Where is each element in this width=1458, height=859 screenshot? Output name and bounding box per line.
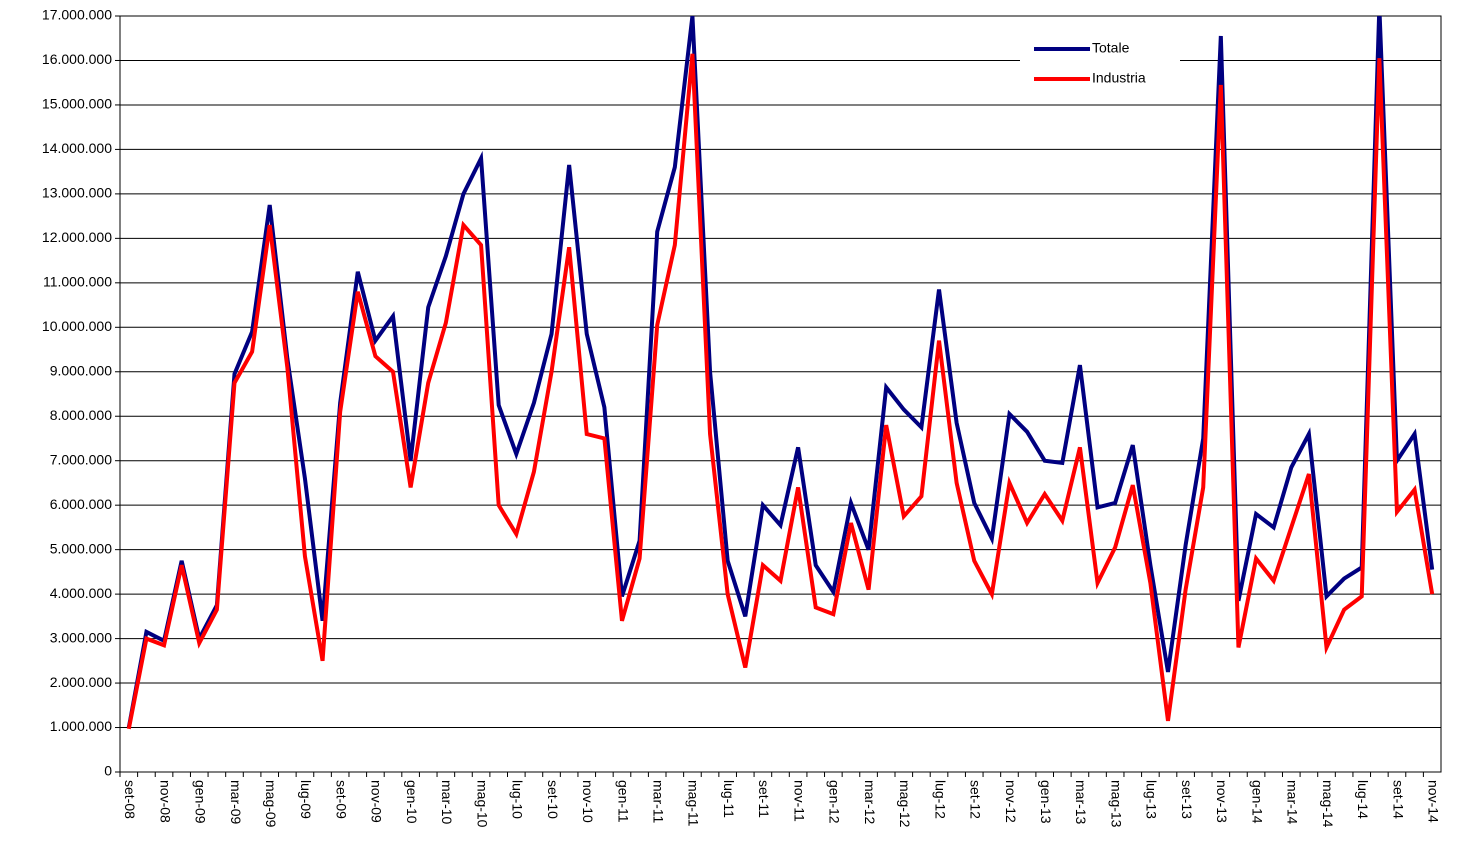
x-tick-label: nov-10 xyxy=(580,780,596,823)
x-tick-label: nov-11 xyxy=(791,780,807,822)
x-tick-label: set-13 xyxy=(1179,780,1195,819)
x-tick-label: gen-13 xyxy=(1038,780,1054,824)
legend-label: Totale xyxy=(1092,40,1130,56)
x-tick-label: lug-11 xyxy=(721,780,737,818)
x-tick-label: set-11 xyxy=(756,780,772,818)
x-tick-label: mar-12 xyxy=(862,780,878,825)
x-tick-label: nov-12 xyxy=(1003,780,1019,823)
y-tick-label: 11.000.000 xyxy=(43,274,112,290)
x-tick-label: nov-13 xyxy=(1214,780,1230,823)
x-tick-label: gen-09 xyxy=(193,780,209,824)
legend-box xyxy=(1020,31,1180,97)
x-tick-label: set-08 xyxy=(122,780,138,819)
plot-border xyxy=(119,15,1442,773)
y-tick-label: 14.000.000 xyxy=(42,140,112,156)
x-tick-label: nov-14 xyxy=(1425,780,1441,823)
x-tick-label: gen-11 xyxy=(615,780,631,823)
x-tick-label: gen-10 xyxy=(404,780,420,824)
y-tick-label: 8.000.000 xyxy=(50,407,112,423)
y-tick-label: 0 xyxy=(104,763,112,779)
x-tick-label: mar-10 xyxy=(439,780,455,825)
y-tick-label: 9.000.000 xyxy=(50,362,112,378)
x-tick-label: set-12 xyxy=(968,780,984,819)
x-tick-label: nov-09 xyxy=(369,780,385,823)
x-tick-label: mag-13 xyxy=(1108,780,1124,828)
x-tick-label: mar-09 xyxy=(228,780,244,825)
y-tick-label: 17.000.000 xyxy=(42,7,112,23)
x-tick-label: set-10 xyxy=(545,780,561,819)
series-line xyxy=(126,53,1435,730)
y-tick-label: 15.000.000 xyxy=(42,96,112,112)
x-tick-label: lug-10 xyxy=(510,780,526,819)
y-tick-label: 2.000.000 xyxy=(50,674,112,690)
x-tick-label: mar-13 xyxy=(1073,780,1089,825)
y-tick-label: 13.000.000 xyxy=(42,185,112,201)
y-tick-label: 3.000.000 xyxy=(50,629,112,645)
x-tick-label: mag-12 xyxy=(897,780,913,828)
y-tick-label: 1.000.000 xyxy=(50,718,112,734)
x-tick-label: lug-14 xyxy=(1355,780,1371,819)
x-tick-label: mar-11 xyxy=(651,780,667,824)
y-tick-label: 5.000.000 xyxy=(50,540,112,556)
series-group xyxy=(126,16,1435,730)
x-tick-label: mag-10 xyxy=(474,780,490,828)
x-tick-label: set-09 xyxy=(333,780,349,819)
x-tick-label: mag-09 xyxy=(263,780,279,828)
y-tick-label: 6.000.000 xyxy=(50,496,112,512)
x-tick-label: set-14 xyxy=(1390,780,1406,819)
x-tick-label: mag-14 xyxy=(1320,780,1336,828)
x-tick-label: lug-09 xyxy=(298,780,314,819)
y-tick-label: 7.000.000 xyxy=(50,451,112,467)
x-tick-label: nov-08 xyxy=(157,780,173,823)
y-tick-label: 4.000.000 xyxy=(50,585,112,601)
x-tick-label: gen-12 xyxy=(827,780,843,824)
x-tick-label: lug-12 xyxy=(932,780,948,819)
x-tick-label: lug-13 xyxy=(1144,780,1160,819)
y-tick-label: 16.000.000 xyxy=(42,51,112,67)
y-tick-label: 12.000.000 xyxy=(42,229,112,245)
x-tick-label: mag-11 xyxy=(686,780,702,827)
y-tick-label: 10.000.000 xyxy=(42,318,112,334)
x-tick-label: mar-14 xyxy=(1285,780,1301,825)
legend-label: Industria xyxy=(1092,70,1146,86)
x-tick-label: gen-14 xyxy=(1249,780,1265,824)
